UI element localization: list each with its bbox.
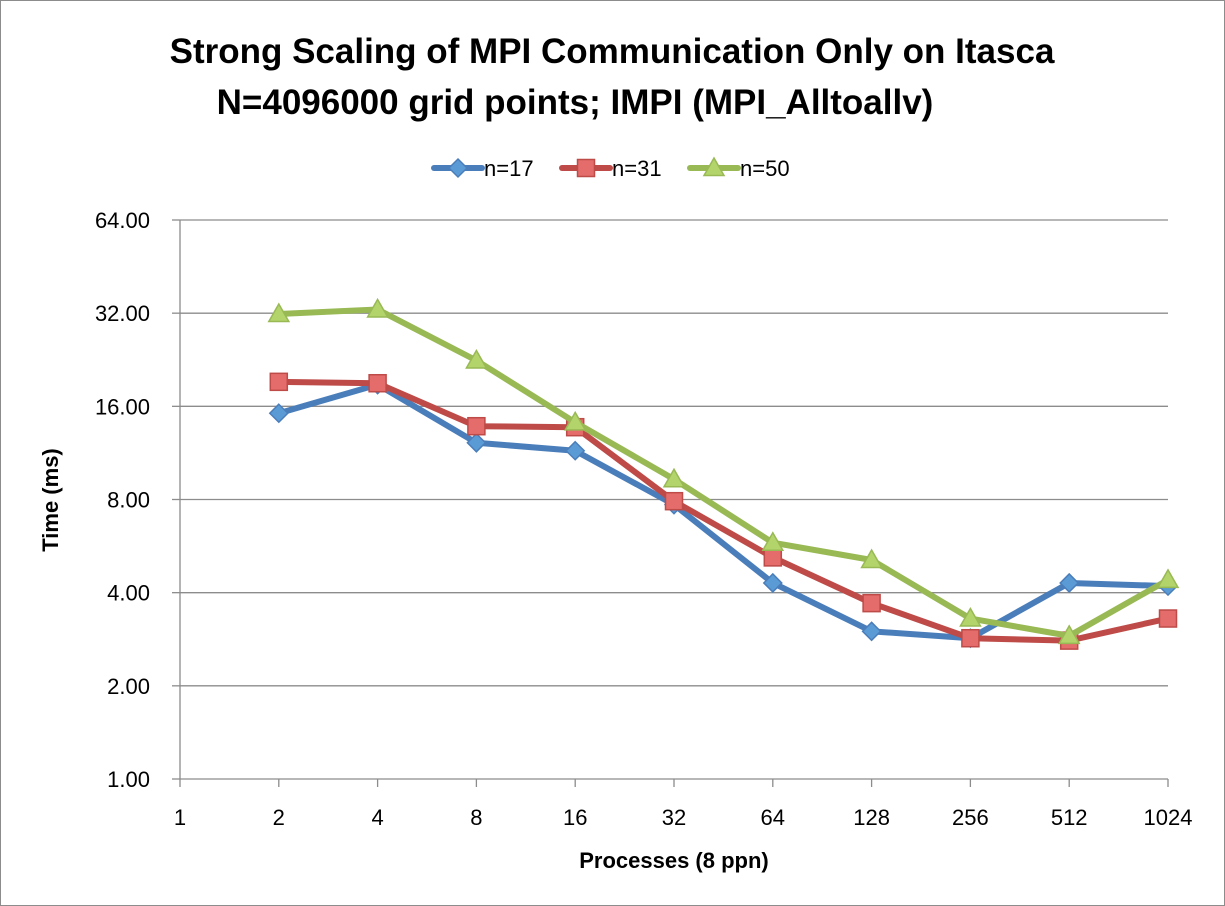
y-tick-label: 2.00 xyxy=(107,674,150,699)
x-tick-label: 1024 xyxy=(1144,805,1193,830)
data-point-diamond xyxy=(466,432,487,453)
x-tick-label: 32 xyxy=(662,805,686,830)
series-line xyxy=(275,381,1171,642)
data-point-diamond xyxy=(565,440,586,461)
axes: 1.00 2.00 4.00 8.00 16.00 32.00 64.00 1 2 4 8 16 32 6… xyxy=(95,208,1193,830)
series-line xyxy=(275,378,1171,644)
data-point-square xyxy=(763,548,783,567)
data-point-triangle xyxy=(267,302,291,323)
legend-item: n=17 xyxy=(431,156,534,181)
data-point-triangle xyxy=(702,156,726,177)
data-point-triangle xyxy=(1156,568,1180,589)
y-tick-label: 64.00 xyxy=(95,208,150,233)
x-tick-label: 256 xyxy=(952,805,989,830)
y-tick-label: 4.00 xyxy=(107,581,150,606)
data-point-diamond xyxy=(447,157,469,179)
legend-label: n=50 xyxy=(740,156,790,181)
series-n=50 xyxy=(267,297,1180,645)
data-point-triangle xyxy=(761,531,785,551)
y-tick-label: 32.00 xyxy=(95,301,150,326)
data-point-square xyxy=(467,416,486,436)
legend: n=17 n=31 n=50 xyxy=(431,156,790,181)
y-tick-label: 8.00 xyxy=(107,488,150,513)
y-tick-label: 16.00 xyxy=(95,394,150,419)
legend-item: n=50 xyxy=(687,156,790,181)
data-point-square xyxy=(1158,609,1178,628)
data-point-triangle xyxy=(465,348,488,369)
series-n=31 xyxy=(269,372,1178,650)
data-point-square xyxy=(576,158,596,178)
x-tick-label: 8 xyxy=(470,805,482,830)
x-axis-title: Processes (8 ppn) xyxy=(579,848,769,873)
x-tick-label: 2 xyxy=(273,805,285,830)
legend-item: n=31 xyxy=(559,156,662,181)
data-point-square xyxy=(862,593,881,613)
series-group xyxy=(267,297,1180,650)
x-tick-label: 4 xyxy=(371,805,383,830)
legend-label: n=17 xyxy=(484,156,534,181)
x-tick-label: 512 xyxy=(1051,805,1088,830)
data-point-triangle xyxy=(662,467,686,488)
data-point-diamond xyxy=(762,572,783,594)
chart-title: Strong Scaling of MPI Communication Only… xyxy=(170,32,1055,71)
data-point-triangle xyxy=(563,410,587,431)
y-tick-label: 1.00 xyxy=(107,767,150,792)
data-point-triangle xyxy=(366,297,389,318)
data-point-diamond xyxy=(861,621,882,642)
x-tick-label: 64 xyxy=(761,805,785,830)
data-point-square xyxy=(664,491,684,511)
data-point-square xyxy=(368,373,387,393)
data-point-triangle xyxy=(860,548,883,569)
data-point-triangle xyxy=(959,607,982,627)
data-point-diamond xyxy=(1059,572,1080,594)
legend-label: n=31 xyxy=(612,156,662,181)
data-point-triangle xyxy=(1057,624,1081,645)
data-point-diamond xyxy=(268,403,289,424)
x-tick-label: 16 xyxy=(563,805,587,830)
x-tick-label: 1 xyxy=(174,805,186,830)
x-tick-label: 128 xyxy=(853,805,890,830)
series-line xyxy=(275,306,1171,639)
series-n=17 xyxy=(268,374,1179,649)
data-point-square xyxy=(961,628,980,648)
grid-lines xyxy=(180,219,1168,687)
y-axis-title: Time (ms) xyxy=(38,448,63,552)
data-point-square xyxy=(269,372,289,392)
chart-subtitle: N=4096000 grid points; IMPI (MPI_Alltoal… xyxy=(217,83,934,122)
